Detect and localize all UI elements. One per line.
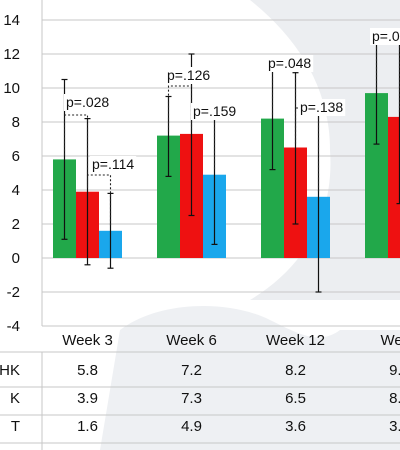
p-value-label: p=.126 — [167, 67, 210, 83]
table-cell: 7.2 — [181, 362, 202, 379]
table-cell: 3.6 — [389, 418, 400, 435]
category-labels: Week 3 Week 6 Week 12 Week — [0, 332, 400, 353]
significance-bracket — [167, 85, 193, 132]
table-cell: 1.6 — [77, 418, 98, 435]
table-cell: 5.8 — [77, 362, 98, 379]
p-value-label: p=.114 — [92, 156, 134, 172]
data-table: I-HK 5.8 7.2 8.2 9.7 K 3.9 7.3 6.5 8.3 T 1.6 4.9 3.6 3… — [0, 352, 400, 450]
annotation-background — [90, 156, 137, 173]
table-cell: 8.3 — [389, 390, 400, 407]
background-photo-shadow — [100, 306, 400, 450]
table-cell: 6.5 — [285, 390, 306, 407]
p-value-label: p=.048 — [268, 55, 311, 71]
p-value-label: p=.028 — [66, 94, 109, 110]
significance-bracket — [63, 114, 89, 188]
table-row-label: T — [11, 418, 20, 435]
table-row-label: K — [10, 390, 20, 407]
annotation-background — [298, 99, 346, 116]
significance-bracket — [86, 174, 112, 227]
significance-annotations: p=.028 p=.114 p=.126 p=.159 p=.048 p=.138 p=.0 — [63, 28, 400, 227]
p-value-label: p=.138 — [300, 99, 343, 115]
annotation-background — [370, 28, 400, 45]
y-tick-label: 8 — [12, 114, 20, 131]
category-label: Week 6 — [166, 332, 217, 349]
annotation-background — [165, 67, 213, 84]
y-tick-labels: -4 -2 0 2 4 6 8 10 12 14 — [3, 12, 20, 335]
table-cell: 8.2 — [285, 362, 306, 379]
table-cell: 7.3 — [181, 390, 202, 407]
table-row-label: I-HK — [0, 362, 20, 379]
table-cell: 9.7 — [389, 362, 400, 379]
annotation-background — [64, 94, 112, 111]
y-tick-label: 14 — [3, 12, 20, 29]
bar — [157, 135, 180, 258]
category-label: Week 3 — [62, 332, 113, 349]
significance-bracket — [294, 107, 320, 193]
y-tick-label: 0 — [12, 250, 20, 267]
category-label: Week — [380, 332, 400, 349]
table-cell: 3.6 — [285, 418, 306, 435]
y-tick-label: -2 — [7, 284, 20, 301]
significance-bracket — [190, 117, 216, 171]
background-photo — [250, 0, 400, 300]
annotation-background — [266, 55, 314, 72]
y-tick-label: 12 — [3, 46, 20, 63]
p-value-label: p=.0 — [372, 28, 400, 44]
y-tick-label: 4 — [12, 182, 20, 199]
bar — [261, 118, 284, 258]
p-value-label: p=.159 — [193, 103, 236, 119]
y-tick-label: 10 — [3, 80, 20, 97]
table-cell: 3.9 — [77, 390, 98, 407]
table-cell: 4.9 — [181, 418, 202, 435]
y-tick-label: -4 — [7, 318, 20, 335]
category-label: Week 12 — [266, 332, 325, 349]
bar — [388, 116, 400, 259]
annotation-background — [191, 103, 239, 120]
y-tick-label: 6 — [12, 148, 20, 165]
y-tick-label: 2 — [12, 216, 20, 233]
bar — [365, 93, 388, 258]
